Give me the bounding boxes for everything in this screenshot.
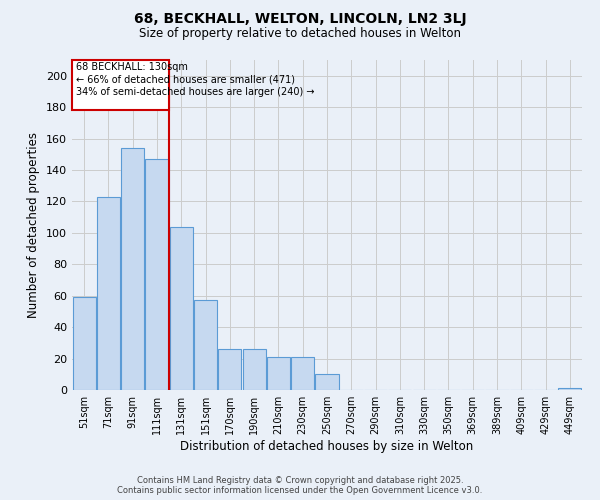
Bar <box>291 357 314 390</box>
Bar <box>559 388 581 390</box>
Bar <box>145 159 169 390</box>
X-axis label: Distribution of detached houses by size in Welton: Distribution of detached houses by size … <box>181 440 473 453</box>
Text: ← 66% of detached houses are smaller (471): ← 66% of detached houses are smaller (47… <box>76 74 295 84</box>
Bar <box>72 60 169 110</box>
Bar <box>97 196 120 390</box>
Text: 68 BECKHALL: 130sqm: 68 BECKHALL: 130sqm <box>76 62 188 72</box>
Bar <box>73 298 95 390</box>
Bar <box>121 148 144 390</box>
Text: Size of property relative to detached houses in Welton: Size of property relative to detached ho… <box>139 28 461 40</box>
Text: 68, BECKHALL, WELTON, LINCOLN, LN2 3LJ: 68, BECKHALL, WELTON, LINCOLN, LN2 3LJ <box>134 12 466 26</box>
Text: Contains HM Land Registry data © Crown copyright and database right 2025.
Contai: Contains HM Land Registry data © Crown c… <box>118 476 482 495</box>
Text: 34% of semi-detached houses are larger (240) →: 34% of semi-detached houses are larger (… <box>76 86 314 97</box>
Bar <box>194 300 217 390</box>
Bar <box>218 349 241 390</box>
Bar <box>170 226 193 390</box>
Bar <box>316 374 338 390</box>
Bar <box>267 357 290 390</box>
Bar <box>242 349 266 390</box>
Y-axis label: Number of detached properties: Number of detached properties <box>28 132 40 318</box>
